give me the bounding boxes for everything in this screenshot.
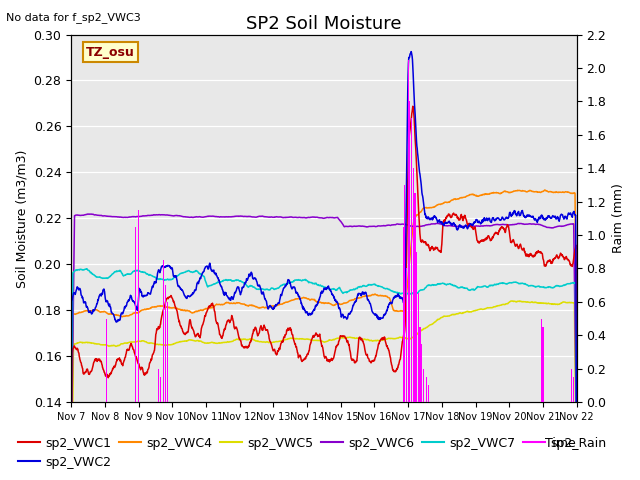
Bar [403, 227, 404, 402]
Bar [423, 369, 424, 402]
sp2_VWC7 [282, 281, 290, 287]
Bar [158, 369, 159, 402]
sp2_VWC5 [106, 343, 114, 349]
sp2_VWC2 [355, 290, 363, 296]
sp2_VWC4 [301, 295, 309, 301]
Bar [408, 60, 409, 402]
sp2_VWC6 [282, 215, 290, 220]
Bar [166, 302, 168, 402]
sp2_VWC6 [573, 446, 580, 452]
sp2_VWC1 [573, 402, 580, 408]
sp2_VWC2 [407, 48, 415, 54]
sp2_VWC1 [282, 332, 289, 337]
Title: SP2 Soil Moisture: SP2 Soil Moisture [246, 15, 402, 33]
Bar [163, 260, 164, 402]
sp2_VWC6 [84, 211, 92, 217]
sp2_VWC5 [127, 339, 134, 345]
Bar [414, 193, 415, 402]
sp2_VWC1 [127, 341, 134, 347]
Line: sp2_VWC5: sp2_VWC5 [71, 301, 577, 480]
Bar [138, 210, 139, 402]
Bar [404, 185, 405, 402]
Bar [413, 168, 414, 402]
Line: sp2_VWC6: sp2_VWC6 [71, 214, 577, 470]
sp2_VWC7 [127, 271, 135, 276]
Bar [428, 385, 429, 402]
sp2_VWC5 [282, 336, 289, 342]
Line: sp2_VWC7: sp2_VWC7 [71, 269, 577, 480]
Y-axis label: Soil Moisture (m3/m3): Soil Moisture (m3/m3) [15, 149, 28, 288]
sp2_VWC1 [292, 344, 300, 350]
sp2_VWC4 [282, 300, 289, 305]
Legend: sp2_VWC1, sp2_VWC2, sp2_VWC4, sp2_VWC5, sp2_VWC6, sp2_VWC7, sp2_Rain: sp2_VWC1, sp2_VWC2, sp2_VWC4, sp2_VWC5, … [13, 432, 612, 474]
sp2_VWC6 [107, 214, 115, 219]
Bar [411, 118, 412, 402]
sp2_VWC6 [301, 215, 309, 221]
sp2_VWC1 [106, 371, 114, 376]
Bar [406, 268, 407, 402]
sp2_VWC7 [107, 273, 115, 278]
Bar [426, 377, 428, 402]
sp2_VWC7 [83, 266, 91, 272]
Bar [571, 369, 572, 402]
sp2_VWC5 [355, 336, 363, 342]
Bar [106, 319, 107, 402]
Y-axis label: Raim (mm): Raim (mm) [612, 183, 625, 253]
sp2_VWC4 [541, 187, 548, 193]
Text: TZ_osu: TZ_osu [86, 46, 135, 59]
Bar [416, 252, 417, 402]
sp2_VWC2 [106, 304, 114, 310]
Bar [160, 377, 161, 402]
sp2_VWC6 [127, 214, 135, 220]
sp2_VWC2 [67, 467, 75, 473]
sp2_VWC2 [292, 290, 300, 296]
sp2_VWC4 [355, 295, 363, 301]
sp2_VWC2 [301, 308, 309, 313]
sp2_VWC4 [573, 411, 580, 417]
Bar [541, 319, 542, 402]
sp2_VWC5 [509, 298, 517, 304]
Bar [165, 285, 166, 402]
Bar [418, 293, 419, 402]
Line: sp2_VWC4: sp2_VWC4 [71, 190, 577, 480]
sp2_VWC5 [301, 336, 309, 342]
sp2_VWC1 [409, 103, 417, 109]
sp2_VWC6 [292, 215, 300, 220]
Line: sp2_VWC2: sp2_VWC2 [71, 51, 577, 480]
Bar [421, 344, 422, 402]
sp2_VWC6 [355, 223, 363, 229]
sp2_VWC7 [301, 277, 309, 283]
sp2_VWC2 [282, 283, 289, 289]
sp2_VWC4 [127, 312, 134, 318]
sp2_VWC7 [573, 456, 580, 462]
sp2_VWC6 [67, 467, 75, 473]
Line: sp2_VWC1: sp2_VWC1 [71, 106, 577, 480]
Text: No data for f_sp2_VWC3: No data for f_sp2_VWC3 [6, 12, 141, 23]
Bar [573, 377, 574, 402]
sp2_VWC7 [355, 284, 363, 290]
sp2_VWC1 [355, 335, 363, 341]
Text: Time: Time [545, 437, 576, 450]
sp2_VWC1 [301, 355, 309, 360]
sp2_VWC4 [106, 311, 114, 317]
Bar [134, 227, 136, 402]
sp2_VWC4 [292, 296, 300, 302]
sp2_VWC2 [127, 294, 134, 300]
Bar [419, 327, 420, 402]
sp2_VWC7 [292, 277, 300, 283]
sp2_VWC5 [292, 336, 300, 342]
